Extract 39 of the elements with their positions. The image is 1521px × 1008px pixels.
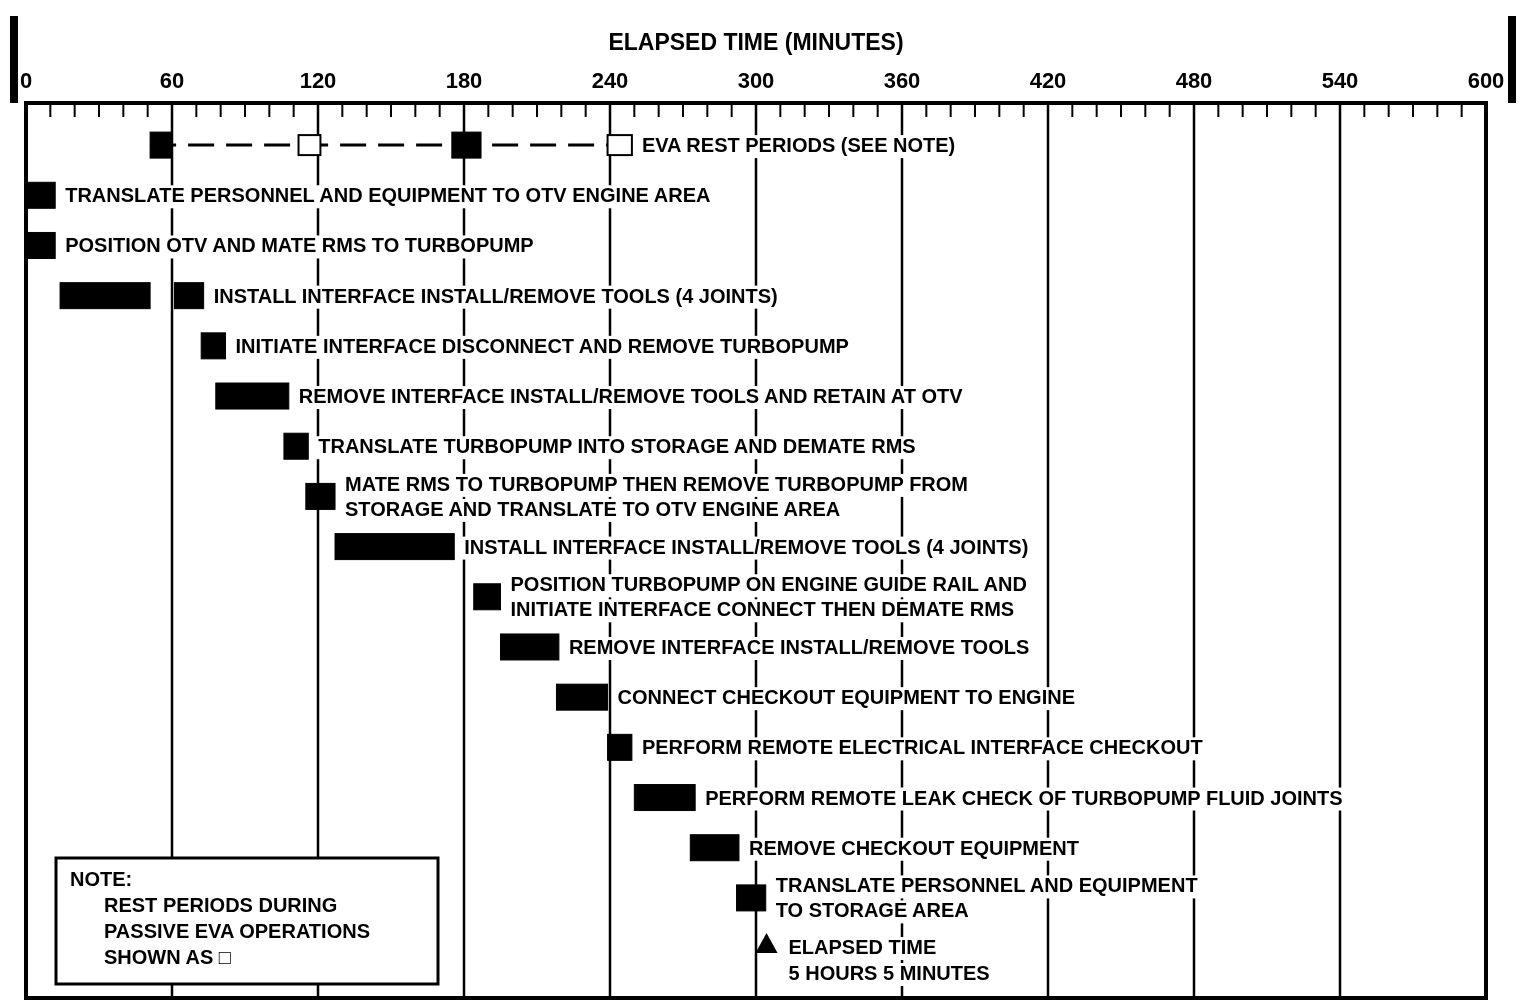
x-tick-label: 420 — [1029, 68, 1067, 93]
y-tick-label: TRANSLATE PERSONNEL AND EQUIPMENT TO STORAGE AREA — [775, 874, 1198, 922]
bar — [59, 282, 151, 310]
x-tick-label: 540 — [1321, 68, 1359, 93]
y-tick-label: TRANSLATE TURBOPUMP INTO STORAGE AND DEMATE RMS — [318, 435, 916, 458]
bar — [283, 432, 309, 460]
y-tick-label: REMOVE INTERFACE INSTALL/REMOVE TOOLS — [568, 635, 1030, 658]
bar — [633, 784, 696, 812]
y-tick-label: EVA REST PERIODS (SEE NOTE) — [641, 134, 956, 157]
y-tick-label: INSTALL INTERFACE INSTALL/REMOVE TOOLS (4 JOINTS) — [213, 284, 778, 307]
y-tick-label: INITIATE INTERFACE DISCONNECT AND REMOVE TURBOPUMP — [235, 334, 849, 357]
x-tick-label: 120 — [299, 68, 337, 93]
y-tick-label: POSITION TURBOPUMP ON ENGINE GUIDE RAIL AND INITIATE INTERFACE CONNECT THEN DEMATE RMS — [510, 573, 1027, 621]
y-tick-label: POSITION OTV AND MATE RMS TO TURBOPUMP — [65, 234, 534, 257]
x-tick-label: 360 — [883, 68, 921, 93]
bar — [500, 633, 560, 661]
y-tick-label: MATE RMS TO TURBOPUMP THEN REMOVE TURBOPUMP FROM STORAGE AND TRANSLATE TO OTV ENGINE AREA — [345, 472, 969, 520]
bar — [689, 834, 740, 862]
x-axis-title: ELAPSED TIME (MINUTES) — [608, 29, 904, 55]
x-tick-label: 60 — [159, 68, 185, 93]
y-tick-label: PERFORM REMOTE LEAK CHECK OF TURBOPUMP FLUID JOINTS — [705, 786, 1343, 809]
y-tick-label: PERFORM REMOTE ELECTRICAL INTERFACE CHECKOUT — [641, 736, 1203, 759]
y-tick-label: TRANSLATE PERSONNEL AND EQUIPMENT TO OTV ENGINE AREA — [65, 184, 711, 207]
y-tick-label: REMOVE CHECKOUT EQUIPMENT — [748, 836, 1079, 859]
x-tick-label: 240 — [591, 68, 629, 93]
x-tick-label: 480 — [1175, 68, 1213, 93]
bar — [215, 382, 290, 410]
bar — [473, 583, 501, 611]
x-tick-label: 600 — [1467, 68, 1505, 93]
text: ELAPSED TIME 5 HOURS 5 MINUTES — [788, 936, 990, 984]
y-tick-label: CONNECT CHECKOUT EQUIPMENT TO ENGINE — [617, 686, 1075, 709]
annotation: NOTE: REST PERIODS DURING PASSIVE EVA OPERATIONS SHOWN AS □ — [70, 868, 370, 968]
x-tick-label: 180 — [445, 68, 483, 93]
bar — [334, 533, 455, 561]
bar — [200, 332, 227, 360]
y-tick-label: INSTALL INTERFACE INSTALL/REMOVE TOOLS (4 JOINTS) — [464, 535, 1029, 558]
x-tick-label: 300 — [737, 68, 775, 93]
x-tick-label: 0 — [19, 68, 33, 93]
y-tick-label: REMOVE INTERFACE INSTALL/REMOVE TOOLS AND RETAIN AT OTV — [298, 385, 964, 408]
